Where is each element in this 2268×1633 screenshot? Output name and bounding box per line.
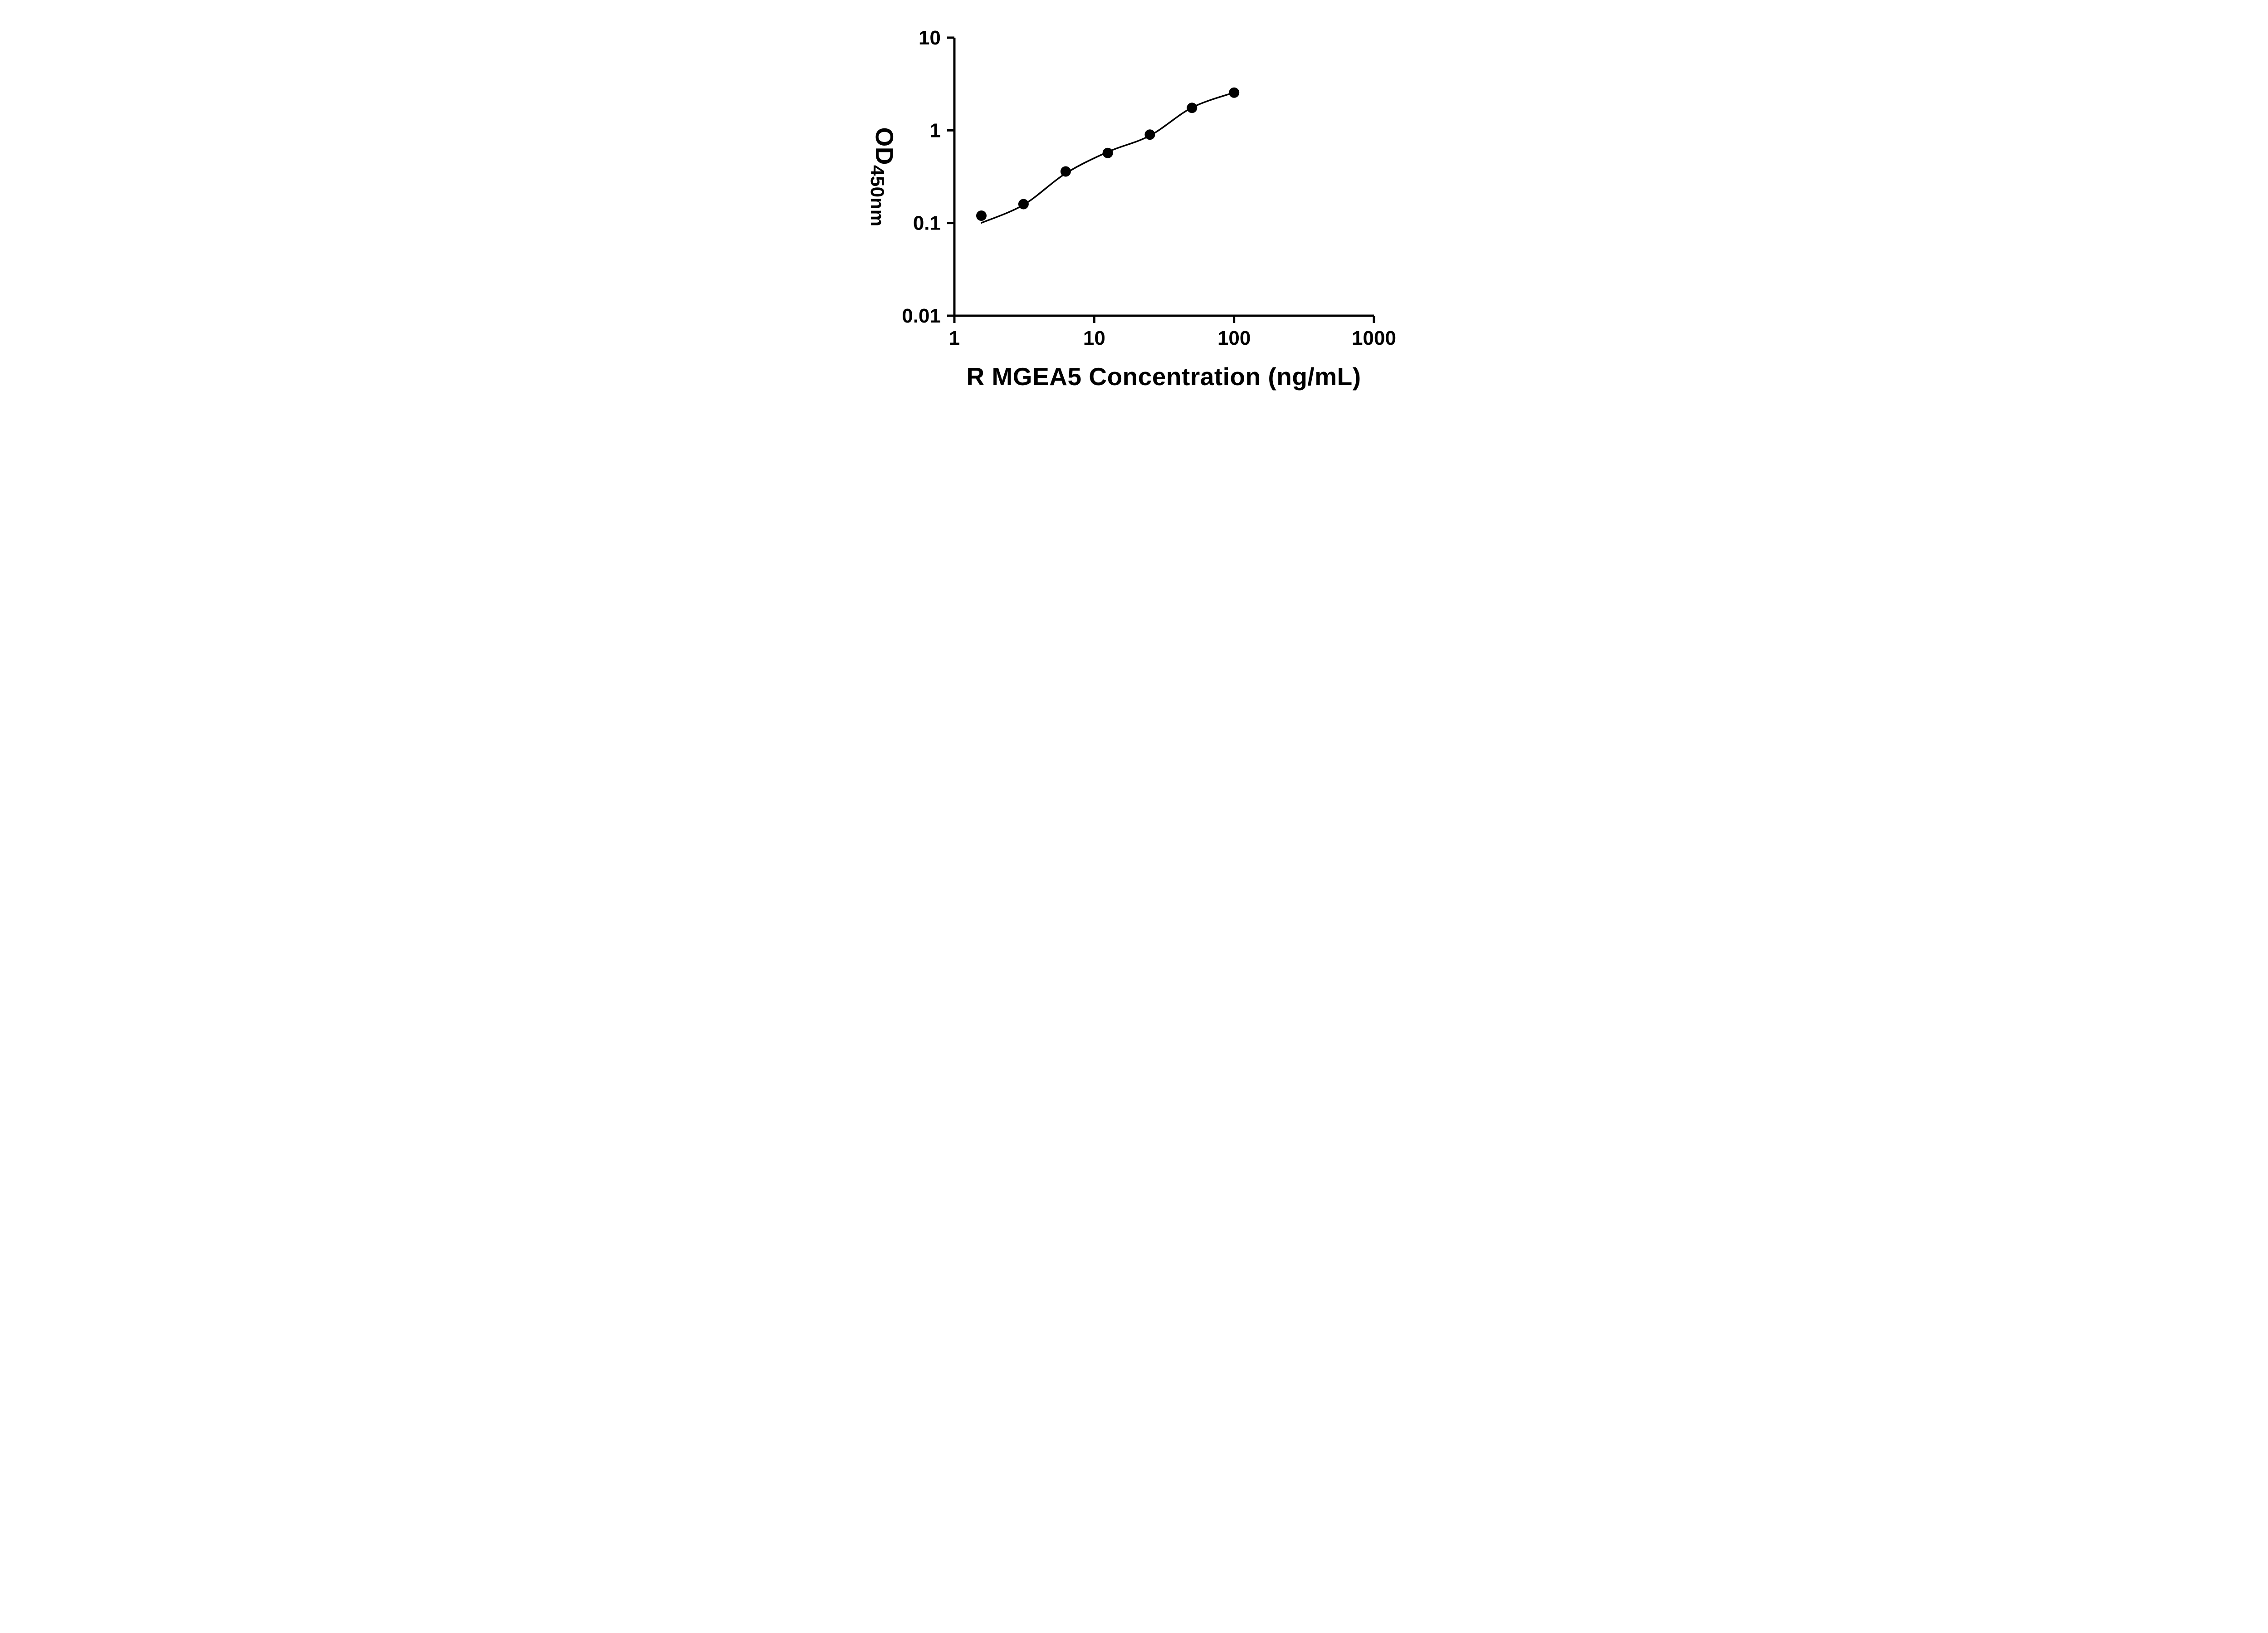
- data-point-marker: [1186, 103, 1197, 113]
- data-point-marker: [1060, 166, 1071, 177]
- y-axis-title: OD450nm: [866, 127, 899, 227]
- data-point-marker: [976, 210, 987, 221]
- chart-plot-area: 1 10 100 1000 0.01 0.1 1 10: [902, 27, 1396, 349]
- y-axis-tick-label: 0.01: [902, 305, 941, 327]
- data-point-marker: [1018, 199, 1029, 210]
- x-axis-tick-label: 1000: [1352, 327, 1396, 349]
- x-axis-title: R MGEA5 Concentration (ng/mL): [966, 362, 1361, 391]
- y-axis-tick-label: 1: [929, 119, 940, 142]
- y-axis-tick-label: 0.1: [913, 212, 940, 235]
- x-axis-tick-label: 100: [1217, 327, 1250, 349]
- x-axis-tick-label: 10: [1083, 327, 1105, 349]
- elisa-standard-curve-figure: 1 10 100 1000 0.01 0.1 1 10 OD450nm R MGEA5 Con…: [842, 0, 1426, 408]
- data-point-marker: [1102, 147, 1113, 158]
- y-axis-title-main: OD: [870, 127, 899, 165]
- axes-frame: [953, 38, 1374, 317]
- y-axis-title-subscript: 450nm: [866, 165, 888, 227]
- data-point-marker: [1228, 87, 1239, 98]
- y-axis-tick-label: 10: [919, 27, 941, 49]
- x-axis-tick-label: 1: [948, 327, 959, 349]
- data-point-marker: [1144, 129, 1155, 140]
